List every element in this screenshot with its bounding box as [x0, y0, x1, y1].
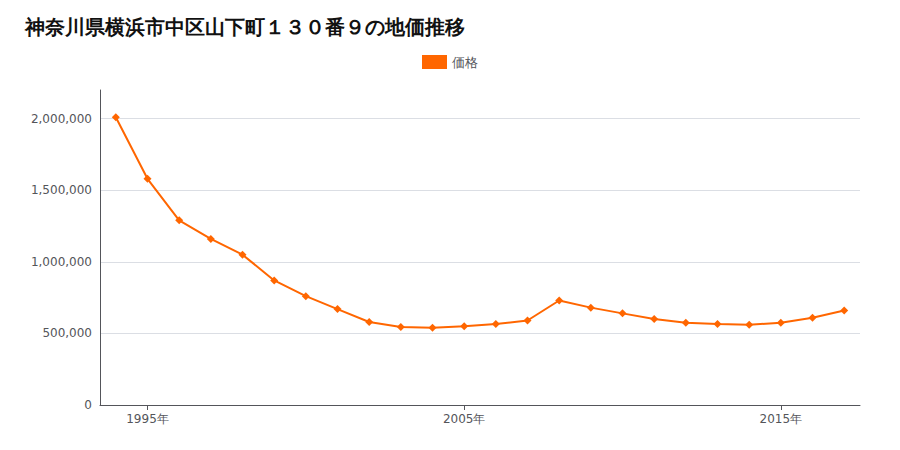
svg-text:0: 0 [84, 398, 92, 412]
svg-text:500,000: 500,000 [42, 326, 92, 340]
svg-text:2015年: 2015年 [760, 412, 803, 426]
svg-text:1,500,000: 1,500,000 [31, 183, 92, 197]
svg-text:2005年: 2005年 [443, 412, 486, 426]
svg-text:価格: 価格 [452, 55, 478, 70]
svg-text:1995年: 1995年 [126, 412, 169, 426]
svg-text:1,000,000: 1,000,000 [31, 255, 92, 269]
svg-text:2,000,000: 2,000,000 [31, 112, 92, 126]
svg-text:神奈川県横浜市中区山下町１３０番９の地価推移: 神奈川県横浜市中区山下町１３０番９の地価推移 [24, 15, 465, 39]
